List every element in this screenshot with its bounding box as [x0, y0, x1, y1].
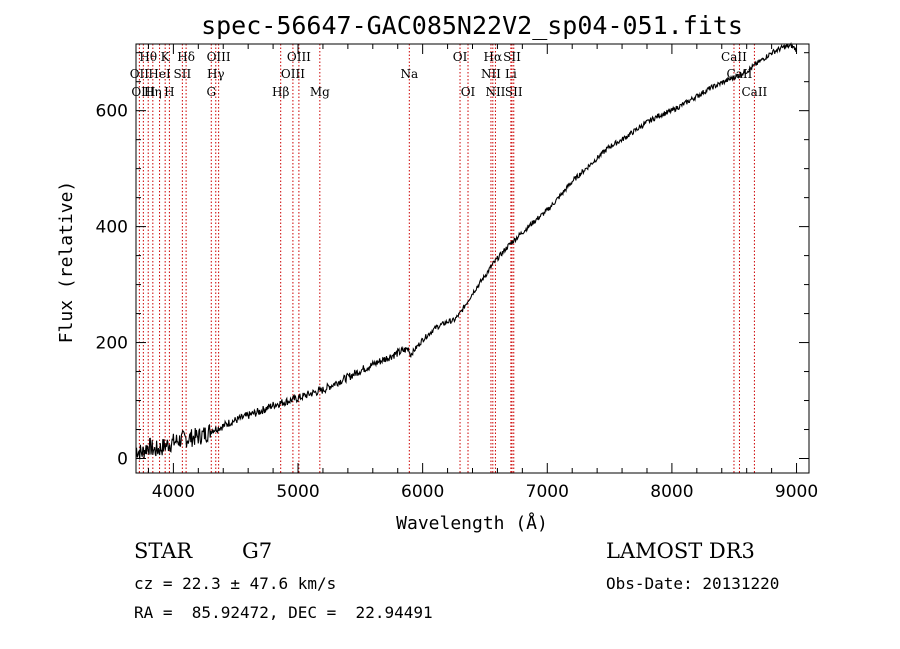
- x-tick-label: 7000: [526, 482, 569, 502]
- x-tick-label: 4000: [152, 482, 195, 502]
- x-tick-label: 9000: [775, 482, 818, 502]
- spectral-line-label: OIII: [207, 50, 231, 64]
- spectral-line-label: CaII: [741, 85, 767, 99]
- spectral-line-label: H: [164, 85, 174, 99]
- object-subclass: G7: [242, 539, 273, 563]
- spectral-line-label: Hη: [144, 85, 162, 99]
- y-axis-label: Flux (relative): [56, 181, 77, 344]
- x-axis-label: Wavelength (Å): [396, 512, 548, 534]
- spectral-line-label: SII: [505, 85, 523, 99]
- spectral-line-label: OIII: [281, 67, 305, 81]
- spectral-line-label: Hθ: [139, 50, 157, 64]
- spectral-line-label: HeI: [148, 67, 171, 81]
- spectral-line-label: NII: [485, 85, 505, 99]
- y-tick-label: 200: [96, 334, 128, 354]
- spectral-line-markers: [138, 44, 755, 473]
- spectral-line-label: SII: [174, 67, 192, 81]
- plot-frame: [135, 43, 810, 474]
- spectral-line-label: OIII: [287, 50, 311, 64]
- spectral-line-label: Hα: [484, 50, 503, 64]
- spectral-line-label: Hγ: [207, 67, 225, 81]
- spectral-line-label: K: [161, 50, 171, 64]
- spectral-line-label: SII: [503, 50, 521, 64]
- spectral-line-label: Na: [400, 67, 418, 81]
- y-tick-label: 400: [96, 218, 128, 238]
- spectral-line-label: OIII: [131, 85, 155, 99]
- sky-coordinates: RA = 85.92472, DEC = 22.94491: [134, 603, 433, 622]
- spectral-line-label: OI: [453, 50, 468, 64]
- observation-date: Obs-Date: 20131220: [606, 574, 780, 593]
- y-tick-label: 600: [96, 102, 128, 122]
- spectral-line-label: Hδ: [177, 50, 195, 64]
- spectral-line-label: Hβ: [272, 85, 289, 99]
- x-tick-label: 6000: [401, 482, 444, 502]
- spectral-line-label: Li: [505, 67, 517, 81]
- axis-ticks: 4000 5000 6000 7000 8000 9000 0 200 400 600: [96, 44, 818, 502]
- spectral-line-label: Mg: [310, 85, 330, 99]
- spectral-line-label: CaII: [721, 50, 747, 64]
- redshift-value: cz = 22.3 ± 47.6 km/s: [134, 574, 337, 593]
- object-class: STAR: [134, 539, 193, 563]
- x-tick-label: 8000: [650, 482, 693, 502]
- chart-title: spec-56647-GAC085N22V2_sp04-051.fits: [201, 11, 743, 40]
- survey-release: LAMOST DR3: [606, 539, 755, 563]
- spectral-line-label: NII: [481, 67, 501, 81]
- spectral-line-label: G: [206, 85, 216, 99]
- spectrum-series-line: [135, 42, 798, 460]
- spectral-line-label: OII: [130, 67, 150, 81]
- y-tick-label: 0: [117, 450, 128, 470]
- x-tick-label: 5000: [276, 482, 319, 502]
- spectral-line-label: OI: [461, 85, 476, 99]
